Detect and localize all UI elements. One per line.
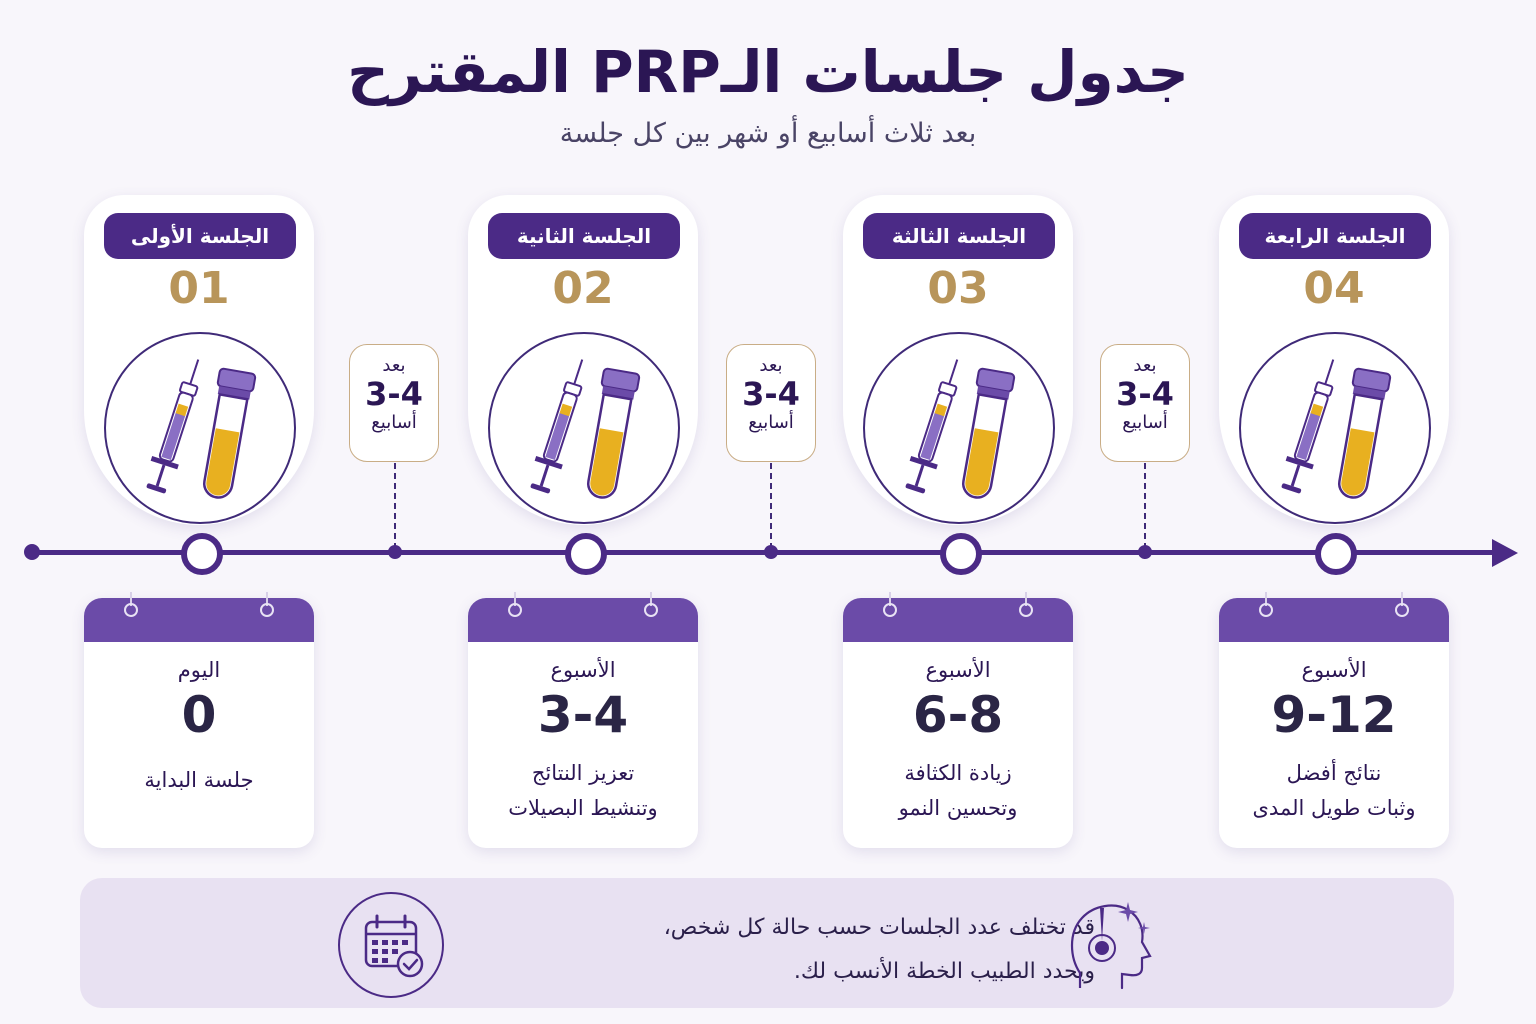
calendar-ring-icon xyxy=(124,592,138,618)
session-label: الجلسة الثالثة xyxy=(863,213,1055,259)
session-label: الجلسة الرابعة xyxy=(1239,213,1431,259)
calendar-ring-icon xyxy=(260,592,274,618)
interval-unit: أسابيع xyxy=(1122,412,1168,433)
calendar-desc-line2: وتنشيط البصيلات xyxy=(508,796,658,820)
calendar-week-label: الأسبوع xyxy=(1301,658,1367,682)
calendar-header xyxy=(843,598,1073,642)
note-line-2: ويحدد الطبيب الخطة الأنسب لك. xyxy=(793,959,1095,984)
interval-connector xyxy=(394,463,396,549)
interval-unit: أسابيع xyxy=(371,412,417,433)
session-number: 04 xyxy=(1303,263,1365,314)
calendar-card-4: الأسبوع 9-12 نتائج أفضل وثبات طويل المدى xyxy=(1219,592,1449,848)
timeline-dot xyxy=(764,545,778,559)
calendar-desc-line2: وتحسين النمو xyxy=(898,796,1018,820)
note-text: قد تختلف عدد الجلسات حسب حالة كل شخص، وي… xyxy=(480,906,1095,994)
interval-box-3: بعد 3-4 أسابيع xyxy=(1100,344,1190,462)
calendar-range: 9-12 xyxy=(1271,686,1397,744)
calendar-ring-icon xyxy=(644,592,658,618)
session-label: الجلسة الأولى xyxy=(104,213,296,259)
timeline-dot xyxy=(1138,545,1152,559)
page-subtitle: بعد ثلاث أسابيع أو شهر بين كل جلسة xyxy=(559,118,977,149)
calendar-ring-icon xyxy=(883,592,897,618)
calendar-week-label: الأسبوع xyxy=(550,658,616,682)
calendar-range: 6-8 xyxy=(912,686,1004,744)
interval-range: 3-4 xyxy=(1116,375,1174,413)
calendar-week-label: الأسبوع xyxy=(925,658,991,682)
note-banner: قد تختلف عدد الجلسات حسب حالة كل شخص، وي… xyxy=(80,878,1454,1008)
timeline-node xyxy=(1315,533,1357,575)
session-label: الجلسة الثانية xyxy=(488,213,680,259)
interval-box-2: بعد 3-4 أسابيع xyxy=(726,344,816,462)
calendar-desc-line1: تعزيز النتائج xyxy=(531,761,635,785)
page-title: جدول جلسات الـPRP المقترح xyxy=(347,38,1189,106)
syringe-tube-icon xyxy=(488,332,680,524)
timeline-dot xyxy=(388,545,402,559)
calendar-ring-icon xyxy=(1395,592,1409,618)
interval-connector xyxy=(1144,463,1146,549)
head-hair-follicle-icon xyxy=(1060,888,1170,998)
calendar-range: 0 xyxy=(181,686,217,744)
syringe-tube-icon xyxy=(863,332,1055,524)
interval-prefix: بعد xyxy=(1133,355,1157,376)
interval-box-1: بعد 3-4 أسابيع xyxy=(349,344,439,462)
timeline-node xyxy=(181,533,223,575)
interval-unit: أسابيع xyxy=(748,412,794,433)
syringe-tube-icon xyxy=(1239,332,1431,524)
calendar-header xyxy=(84,598,314,642)
calendar-check-icon xyxy=(338,892,444,998)
note-line-1: قد تختلف عدد الجلسات حسب حالة كل شخص، xyxy=(663,915,1095,940)
syringe-tube-icon xyxy=(104,332,296,524)
calendar-range: 3-4 xyxy=(537,686,629,744)
interval-connector xyxy=(770,463,772,549)
session-number: 01 xyxy=(168,263,230,314)
calendar-header xyxy=(468,598,698,642)
calendar-card-3: الأسبوع 6-8 زيادة الكثافة وتحسين النمو xyxy=(843,592,1073,848)
timeline-arrow-icon xyxy=(1492,539,1518,567)
calendar-desc-line1: زيادة الكثافة xyxy=(904,761,1012,785)
interval-range: 3-4 xyxy=(365,375,423,413)
session-number: 03 xyxy=(927,263,989,314)
interval-range: 3-4 xyxy=(742,375,800,413)
calendar-card-1: اليوم 0 جلسة البداية xyxy=(84,592,314,848)
calendar-week-label: اليوم xyxy=(177,658,221,682)
session-card-2: الجلسة الثانية 02 xyxy=(468,195,698,525)
session-card-1: الجلسة الأولى 01 xyxy=(84,195,314,525)
session-card-3: الجلسة الثالثة 03 xyxy=(843,195,1073,525)
calendar-ring-icon xyxy=(1019,592,1033,618)
calendar-ring-icon xyxy=(1259,592,1273,618)
timeline-node xyxy=(940,533,982,575)
interval-prefix: بعد xyxy=(759,355,783,376)
timeline-start-dot xyxy=(24,544,40,560)
calendar-desc-line1: جلسة البداية xyxy=(144,768,254,792)
calendar-desc-line1: نتائج أفضل xyxy=(1286,761,1382,785)
calendar-ring-icon xyxy=(508,592,522,618)
timeline-node xyxy=(565,533,607,575)
calendar-desc-line2: وثبات طويل المدى xyxy=(1252,796,1416,820)
session-number: 02 xyxy=(552,263,614,314)
calendar-header xyxy=(1219,598,1449,642)
calendar-card-2: الأسبوع 3-4 تعزيز النتائج وتنشيط البصيلا… xyxy=(468,592,698,848)
session-card-4: الجلسة الرابعة 04 xyxy=(1219,195,1449,525)
interval-prefix: بعد xyxy=(382,355,406,376)
